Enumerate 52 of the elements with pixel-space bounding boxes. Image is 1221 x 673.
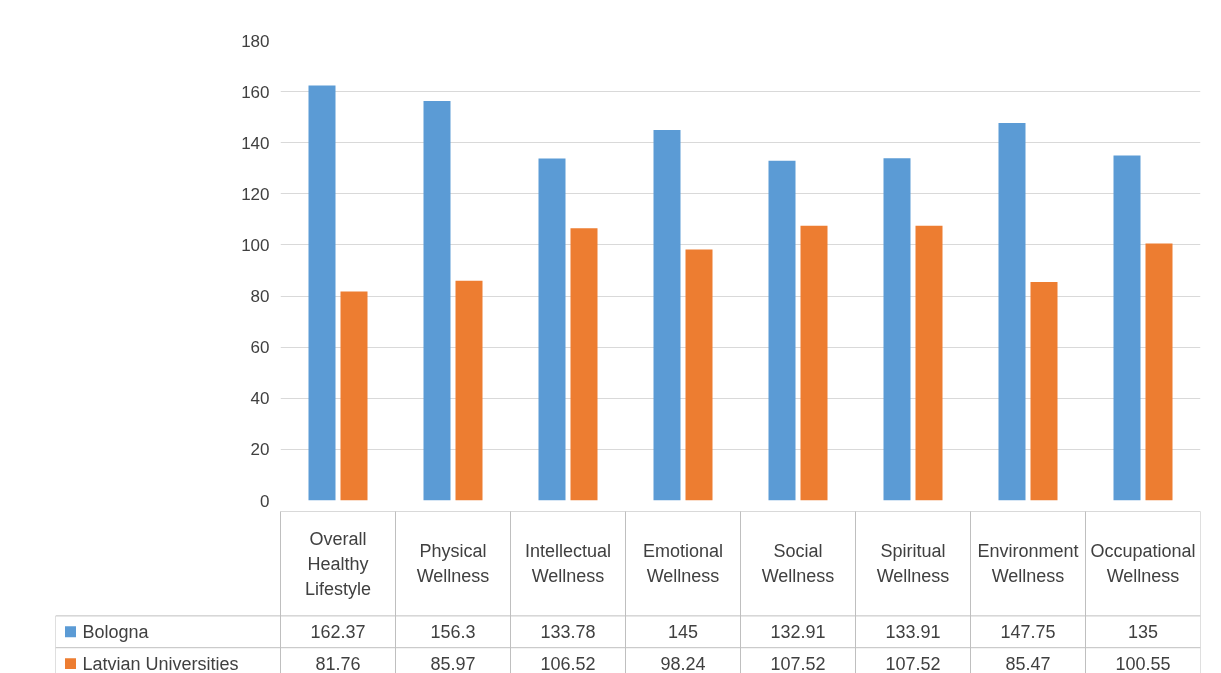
y-tick-label: 20	[250, 440, 270, 460]
bar	[538, 158, 566, 501]
bar	[423, 101, 451, 501]
data-label: 98.24	[660, 654, 706, 673]
bar	[1030, 282, 1058, 501]
data-label: 81.76	[315, 654, 361, 673]
data-label: 145	[667, 622, 699, 643]
data-label: 162.37	[310, 622, 366, 643]
bar	[800, 225, 828, 501]
data-label: 147.75	[1000, 622, 1056, 643]
x-tick-label: Overall Healthy Lifestyle	[304, 528, 372, 599]
y-tick-label: 40	[250, 389, 270, 409]
bar	[685, 249, 713, 501]
x-tick-label: Occupational Wellness	[1090, 541, 1196, 587]
y-tick-label: 140	[241, 133, 270, 153]
x-tick-label: Intellectual Wellness	[524, 541, 612, 587]
data-label: 133.91	[885, 622, 941, 643]
data-label: 85.97	[430, 654, 476, 673]
data-label: 107.52	[885, 654, 941, 673]
y-tick-label: 80	[250, 287, 270, 307]
y-tick-label: 160	[241, 82, 270, 102]
bar	[1145, 243, 1173, 501]
y-tick-label: 0	[260, 491, 270, 511]
data-label: 106.52	[540, 654, 596, 673]
legend-label: Bologna	[82, 621, 150, 642]
data-label: 85.47	[1005, 654, 1051, 673]
bar	[653, 129, 681, 501]
x-tick-label: Environment Wellness	[977, 541, 1079, 587]
x-tick-label: Social Wellness	[761, 541, 835, 587]
x-tick-label: Physical Wellness	[416, 541, 490, 587]
y-tick-label: 100	[241, 235, 270, 255]
data-label: 107.52	[770, 654, 826, 673]
data-label: 100.55	[1115, 654, 1171, 673]
data-label: 133.78	[540, 622, 596, 643]
bar	[915, 225, 943, 501]
bar	[883, 158, 911, 501]
bar	[1113, 155, 1141, 501]
x-tick-label: Spiritual Wellness	[876, 541, 950, 587]
bar	[768, 160, 796, 501]
bar	[998, 122, 1026, 501]
y-tick-label: 120	[241, 184, 270, 204]
bar	[340, 291, 368, 501]
data-label: 135	[1127, 622, 1159, 643]
x-tick-label: Emotional Wellness	[642, 541, 724, 587]
legend-label: Latvian Universities	[82, 653, 239, 673]
bar	[570, 228, 598, 501]
y-tick-label: 180	[241, 31, 270, 51]
data-label: 156.3	[430, 622, 476, 643]
bar	[308, 85, 336, 501]
bar	[455, 280, 483, 501]
y-tick-label: 60	[250, 338, 270, 358]
data-label: 132.91	[770, 622, 826, 643]
